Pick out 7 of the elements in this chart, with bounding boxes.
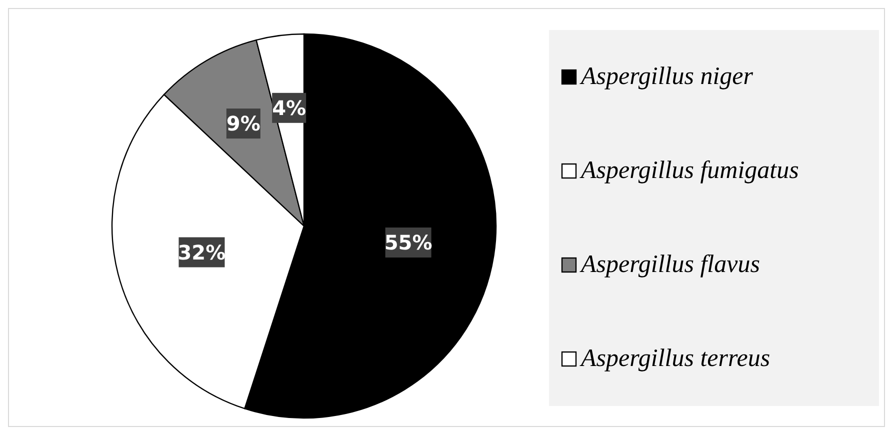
legend-label: Aspergillus terreus — [581, 344, 770, 372]
data-label: 55% — [384, 230, 432, 255]
legend-label: Aspergillus fumigatus — [581, 156, 799, 184]
data-label: 9% — [226, 112, 260, 136]
legend-label: Aspergillus flavus — [581, 250, 760, 278]
data-label: 4% — [272, 96, 306, 120]
legend-label: Aspergillus niger — [581, 62, 753, 90]
